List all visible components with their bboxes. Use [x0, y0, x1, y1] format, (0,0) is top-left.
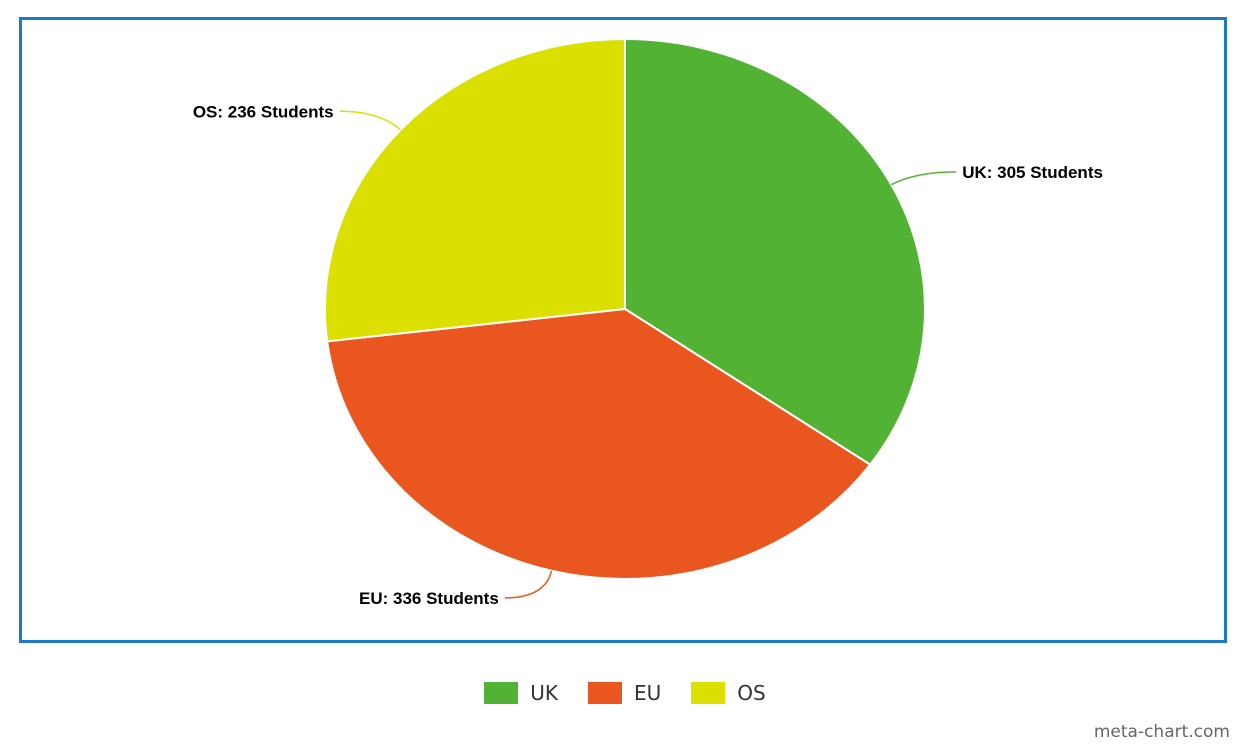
pie-slice-os[interactable]: [324, 37, 626, 343]
slice-label-uk: UK: 305 Students: [962, 163, 1103, 182]
legend-swatch-eu: [588, 682, 623, 704]
pie-slices: [324, 37, 926, 580]
slice-labels: UK: 305 Students EU: 336 Students OS: 236 …: [193, 102, 1103, 608]
legend-label-os: OS: [737, 681, 766, 705]
chart-credit[interactable]: meta-chart.com: [1093, 722, 1230, 742]
label-connector-eu: [504, 570, 553, 599]
label-connectors: [339, 110, 957, 599]
legend-item-os[interactable]: OS: [691, 681, 766, 705]
legend-label-uk: UK: [530, 681, 559, 705]
slice-label-eu: EU: 336 Students: [359, 589, 499, 608]
legend: UK EU OS: [0, 676, 1250, 710]
legend-item-uk[interactable]: UK: [484, 681, 558, 705]
legend-swatch-uk: [484, 682, 519, 704]
legend-swatch-os: [691, 682, 726, 704]
legend-label-eu: EU: [634, 681, 662, 705]
label-connector-uk: [890, 171, 957, 186]
label-connector-os: [339, 110, 401, 131]
pie-slice-eu[interactable]: [326, 307, 872, 580]
slice-label-os: OS: 236 Students: [193, 102, 334, 121]
legend-item-eu[interactable]: EU: [588, 681, 661, 705]
